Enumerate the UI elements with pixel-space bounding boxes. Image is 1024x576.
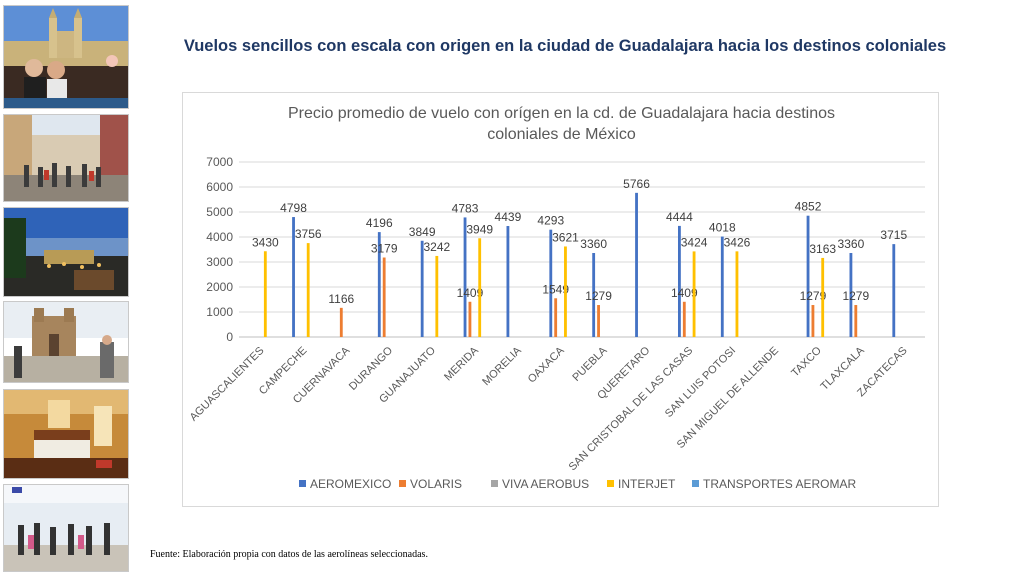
data-label: 4196 <box>366 216 393 230</box>
legend-entry: INTERJET <box>618 477 676 491</box>
data-label: 4293 <box>537 214 564 228</box>
bar-volaris <box>811 305 815 337</box>
legend-swatch <box>692 480 699 487</box>
bar-volaris <box>682 301 686 337</box>
data-label: 4018 <box>709 221 736 235</box>
data-label: 3424 <box>681 235 708 249</box>
bar-interjet <box>306 243 310 337</box>
data-label: 3360 <box>580 237 607 251</box>
bar-volaris <box>339 307 343 337</box>
bar-aeromexico <box>549 229 553 337</box>
data-label: 4798 <box>280 201 307 215</box>
cathedral-rooftop-photo <box>3 5 129 109</box>
hotel-room-photo <box>3 389 129 479</box>
shopping-corridor-photo <box>3 484 129 572</box>
bar-interjet <box>821 257 825 337</box>
slide-title: Vuelos sencillos con escala con origen e… <box>183 37 947 55</box>
data-label: 1279 <box>842 289 869 303</box>
bar-interjet <box>263 251 267 337</box>
bar-aeromexico <box>592 253 596 337</box>
x-tick-label: MORELIA <box>480 344 524 388</box>
data-label: 1409 <box>671 286 698 300</box>
city-night-panorama-photo <box>3 207 129 297</box>
bar-aeromexico <box>377 232 381 337</box>
bar-aeromexico <box>806 215 810 337</box>
bar-aeromexico <box>635 192 638 337</box>
data-label: 3426 <box>724 235 751 249</box>
x-tick-label: TAXCO <box>789 344 824 379</box>
chart-title: Precio promedio de vuelo con orígen en l… <box>183 103 940 145</box>
data-label: 4783 <box>452 201 479 215</box>
bar-aeromexico <box>892 244 896 337</box>
data-label: 3756 <box>295 227 322 241</box>
data-label: 3715 <box>880 228 907 242</box>
x-tick-label: AGUASCALIENTES <box>188 345 267 424</box>
bar-aeromexico <box>849 253 853 337</box>
bar-volaris <box>382 257 386 337</box>
legend-entry: AEROMEXICO <box>310 477 391 491</box>
chart-title-line-1: Precio promedio de vuelo con orígen en l… <box>287 105 835 122</box>
colonial-street-crowd-photo <box>3 114 129 202</box>
y-tick-label: 5000 <box>206 205 233 219</box>
data-label: 4444 <box>666 210 693 224</box>
bar-aeromexico <box>292 217 295 337</box>
bar-interjet <box>564 246 567 337</box>
data-label: 3360 <box>838 237 865 251</box>
bar-volaris <box>468 301 472 337</box>
x-tick-label: PUEBLA <box>570 344 610 384</box>
data-label: 1166 <box>328 292 354 306</box>
bar-interjet <box>435 255 439 337</box>
source-note: Fuente: Elaboración propia con datos de … <box>150 549 428 560</box>
chart-title-line-2: coloniales de México <box>487 126 636 143</box>
chart-container: Precio promedio de vuelo con orígen en l… <box>182 92 939 507</box>
data-label: 4852 <box>795 200 822 214</box>
x-tick-label: MERIDA <box>442 344 481 383</box>
bar-aeromexico <box>720 236 724 337</box>
data-label: 3163 <box>809 242 836 256</box>
legend-entry: TRANSPORTES AEROMAR <box>703 477 856 491</box>
y-tick-label: 0 <box>226 330 233 344</box>
y-tick-label: 2000 <box>206 280 233 294</box>
data-label: 3849 <box>409 225 436 239</box>
y-tick-label: 1000 <box>206 305 233 319</box>
bar-aeromexico <box>506 226 510 337</box>
bar-interjet <box>478 238 482 337</box>
data-label: 3179 <box>371 242 398 256</box>
bar-volaris <box>854 305 858 337</box>
bar-aeromexico <box>420 240 424 337</box>
data-label: 3242 <box>423 240 450 254</box>
bar-aeromexico <box>463 217 467 337</box>
legend-swatch <box>299 480 306 487</box>
bar-interjet <box>692 251 696 337</box>
data-label: 3430 <box>252 235 279 249</box>
photo-strip <box>0 0 132 576</box>
legend-swatch <box>607 480 614 487</box>
data-label: 1549 <box>542 282 569 296</box>
data-label: 5766 <box>623 177 650 191</box>
data-label: 1279 <box>585 289 612 303</box>
bar-chart: 0 1000 2000 3000 4000 5000 6000 7000 4798 4196 384… <box>188 155 925 491</box>
bar-volaris <box>597 305 600 337</box>
data-label: 3621 <box>552 230 579 244</box>
bar-aeromexico <box>677 225 681 337</box>
data-label: 3949 <box>466 222 493 236</box>
data-label: 1409 <box>457 286 484 300</box>
y-tick-label: 6000 <box>206 180 233 194</box>
data-label: 1279 <box>800 289 827 303</box>
legend-entry: VIVA AEROBUS <box>502 477 589 491</box>
legend-swatch <box>399 480 406 487</box>
bar-volaris <box>554 298 558 337</box>
data-label: 4439 <box>495 210 522 224</box>
legend-entry: VOLARIS <box>410 477 462 491</box>
y-tick-label: 7000 <box>206 155 233 169</box>
y-tick-label: 4000 <box>206 230 233 244</box>
x-tick-label: OAXACA <box>526 344 567 385</box>
y-tick-label: 3000 <box>206 255 233 269</box>
bar-interjet <box>735 251 739 337</box>
legend-swatch <box>491 480 498 487</box>
church-plaza-photo <box>3 301 129 383</box>
